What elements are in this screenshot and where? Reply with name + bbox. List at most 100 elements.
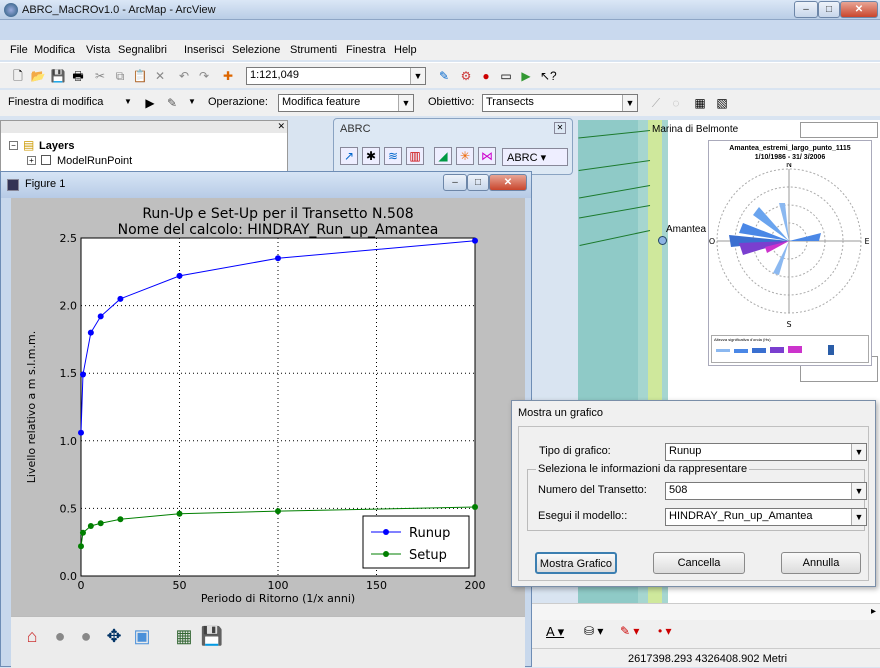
toc-layer-item[interactable]: ModelRunPoint: [57, 155, 133, 167]
map-horizontal-scrollbar[interactable]: ▸: [532, 603, 880, 620]
back-icon[interactable]: ●: [54, 626, 66, 646]
show-chart-button[interactable]: Mostra Grafico: [535, 552, 617, 574]
east-label: E: [864, 237, 869, 246]
model-combo[interactable]: HINDRAY_Run_up_Amantea ▼: [665, 508, 867, 526]
chart-type-combo[interactable]: Runup ▼: [665, 443, 867, 461]
open-folder-icon[interactable]: 📂: [30, 69, 46, 83]
close-button[interactable]: ✕: [489, 174, 527, 191]
legend-swatch: [734, 349, 748, 353]
data-point-runup: [97, 313, 104, 320]
menu-modifica[interactable]: Modifica: [34, 44, 75, 56]
menu-finestra[interactable]: Finestra: [346, 44, 386, 56]
menu-strumenti[interactable]: Strumenti: [290, 44, 338, 56]
line-color-icon[interactable]: ✎ ▾: [620, 624, 640, 638]
menu-help[interactable]: Help: [394, 44, 417, 56]
fill-color-icon[interactable]: ⛁ ▾: [584, 624, 604, 638]
profile-tool-icon[interactable]: ▥: [406, 147, 424, 165]
menu-segnalibri[interactable]: Segnalibri: [118, 44, 167, 56]
data-point-runup: [275, 255, 281, 262]
new-document-icon[interactable]: 🗋: [13, 69, 23, 83]
transect-tool-icon[interactable]: ✱: [362, 147, 380, 165]
sketch-tool-icon[interactable]: ✎: [166, 96, 178, 110]
run-model-icon[interactable]: ↗: [340, 147, 358, 165]
forward-icon[interactable]: ●: [80, 626, 92, 646]
target-label: Obiettivo:: [428, 96, 475, 108]
maximize-button[interactable]: □: [818, 1, 840, 18]
whats-this-icon[interactable]: ↖?: [540, 69, 557, 83]
catalog-window-icon[interactable]: ▭: [500, 69, 512, 83]
chart-type-label: Tipo di grafico:: [539, 445, 611, 457]
menu-file[interactable]: File: [10, 44, 28, 56]
menu-inserisci[interactable]: Inserisci: [184, 44, 225, 56]
editor-toolbar-icon[interactable]: ✎: [438, 69, 450, 83]
x-tick-label: 150: [366, 579, 387, 592]
toc-layers-label[interactable]: Layers: [39, 140, 75, 152]
maximize-button[interactable]: □: [467, 174, 489, 191]
y-tick-label: 0.0: [60, 570, 78, 583]
edit-tool-icon[interactable]: ▶: [145, 96, 155, 110]
home-icon[interactable]: ⌂: [26, 626, 38, 646]
collapse-icon[interactable]: −: [9, 141, 18, 150]
minimize-button[interactable]: –: [443, 174, 467, 191]
runup-tool-icon[interactable]: ◢: [434, 147, 452, 165]
marker-color-icon[interactable]: • ▾: [658, 624, 672, 638]
cancel-button[interactable]: Annulla: [781, 552, 861, 574]
chevron-down-icon[interactable]: ▼: [124, 97, 132, 106]
figure-canvas[interactable]: Run-Up e Set-Up per il Transetto N.508 No…: [11, 198, 525, 616]
figure-titlebar: Figure 1 – □ ✕: [1, 172, 531, 198]
attributes-icon[interactable]: ▦: [694, 96, 706, 110]
show-chart-icon[interactable]: ⋈: [478, 147, 496, 165]
chevron-down-icon[interactable]: ▼: [398, 95, 413, 111]
scroll-right-icon[interactable]: ▸: [870, 606, 876, 617]
chevron-down-icon[interactable]: ▼: [851, 483, 866, 499]
abrc-menu[interactable]: ABRC ▾: [502, 148, 568, 166]
configure-subplots-icon[interactable]: ▦: [175, 626, 193, 646]
save-figure-icon[interactable]: 💾: [200, 626, 224, 646]
expand-icon[interactable]: +: [27, 156, 36, 165]
clear-button[interactable]: Cancella: [653, 552, 745, 574]
undo-icon[interactable]: ↶: [178, 69, 190, 83]
target-combo[interactable]: Transects ▼: [482, 94, 638, 112]
operation-combo[interactable]: Modifica feature ▼: [278, 94, 414, 112]
toolbox-icon[interactable]: ●: [482, 69, 490, 83]
delete-icon[interactable]: ✕: [154, 69, 166, 83]
menu-vista[interactable]: Vista: [86, 44, 111, 56]
wind-rose-panel: Amantea_estremi_largo_punto_1115 1/10/19…: [708, 140, 872, 366]
close-icon[interactable]: ✕: [554, 122, 566, 134]
paste-icon[interactable]: 📋: [132, 69, 148, 83]
pan-icon[interactable]: ✥: [106, 626, 122, 646]
endpoint-arc-icon[interactable]: ◌: [672, 96, 680, 110]
legend-label: Setup: [409, 548, 447, 563]
data-point-setup: [87, 522, 94, 529]
redo-icon[interactable]: ↷: [198, 69, 210, 83]
menu-selezione[interactable]: Selezione: [232, 44, 281, 56]
transect-number-combo[interactable]: 508 ▼: [665, 482, 867, 500]
cut-icon[interactable]: ✂: [94, 69, 106, 83]
save-icon[interactable]: 💾: [50, 69, 66, 83]
zoom-rect-icon[interactable]: ▣: [133, 626, 151, 646]
sketch-properties-icon[interactable]: ▧: [716, 96, 728, 110]
map-scale-combo[interactable]: 1:121,049 ▼: [246, 67, 426, 85]
print-icon[interactable]: 🖶: [72, 69, 84, 83]
minimize-button[interactable]: –: [794, 1, 818, 18]
arctoolbox-icon[interactable]: ⚙: [460, 69, 472, 83]
chevron-down-icon[interactable]: ▼: [851, 444, 866, 460]
add-data-icon[interactable]: ✚: [222, 69, 234, 83]
straight-segment-icon[interactable]: ⟋: [651, 96, 661, 110]
copy-icon[interactable]: ⧉: [115, 69, 125, 83]
font-color-icon[interactable]: A ▾: [546, 624, 565, 639]
windrose-tool-icon[interactable]: ✳: [456, 147, 474, 165]
chevron-down-icon[interactable]: ▼: [410, 68, 425, 84]
checkbox[interactable]: [41, 155, 51, 165]
chevron-down-icon[interactable]: ▼: [622, 95, 637, 111]
chevron-down-icon[interactable]: ▼: [188, 97, 196, 106]
close-icon[interactable]: ✕: [277, 121, 285, 131]
legend-swatch: [716, 349, 730, 352]
edit-window-menu[interactable]: Finestra di modifica: [8, 96, 104, 108]
chevron-down-icon[interactable]: ▼: [851, 509, 866, 525]
operation-value: Modifica feature: [282, 96, 361, 108]
wave-tool-icon[interactable]: ≋: [384, 147, 402, 165]
close-button[interactable]: ✕: [840, 1, 878, 18]
transect-number-label: Numero del Transetto:: [538, 484, 647, 496]
python-window-icon[interactable]: ▶: [521, 69, 531, 83]
